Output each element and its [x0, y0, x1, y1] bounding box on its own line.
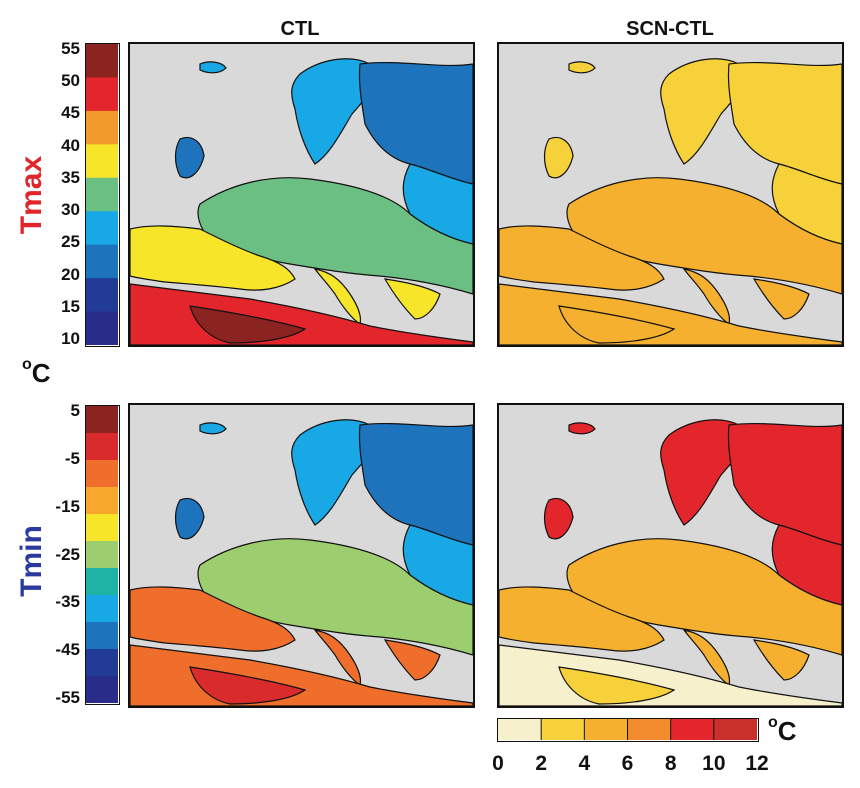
diff-tick-label: 8 [664, 752, 677, 775]
map-region [499, 586, 665, 652]
colorbar-swatch [86, 649, 118, 677]
colorbar-swatch [86, 110, 118, 145]
tmin-tick-label: -55 [55, 688, 80, 707]
map-region [189, 305, 307, 344]
colorbar-swatch [86, 676, 118, 704]
map-region [558, 305, 676, 344]
diff-colorbar-unit: oC [768, 714, 797, 746]
tmin-tick-label: -35 [55, 592, 80, 612]
colorbar-swatch [86, 541, 118, 569]
map-region [199, 422, 227, 435]
tmax-tick-label: 50 [61, 71, 80, 91]
map-region [558, 666, 676, 705]
diff-tick-label: 6 [621, 752, 634, 775]
map-scn-ctl-tmin [497, 403, 844, 708]
tmax-tick-label: 15 [61, 296, 80, 316]
colorbar-swatch [627, 719, 672, 740]
column-title-ctl: CTL [280, 18, 320, 40]
colorbar-swatch [86, 77, 118, 112]
colorbar-swatch [86, 568, 118, 596]
map-region [660, 419, 743, 526]
map-region [199, 61, 227, 74]
colorbar-swatch [86, 622, 118, 650]
map-region [291, 419, 374, 526]
colorbar-swatch [86, 177, 118, 212]
map-region [130, 586, 296, 652]
colorbar-swatch [541, 719, 585, 740]
tmin-colorbar [85, 405, 120, 705]
colorbar-swatch [86, 244, 118, 279]
colorbar-swatch [498, 719, 542, 740]
map-region [660, 58, 743, 165]
tmax-tick-label: 30 [61, 200, 80, 220]
colorbar-swatch [86, 144, 118, 179]
diff-tick-label: 2 [535, 752, 547, 775]
map-region [174, 136, 205, 179]
colorbar-swatch [86, 433, 118, 461]
map-ctl-tmax [128, 42, 475, 347]
map-region [174, 497, 205, 540]
tmax-tick-label: 55 [61, 39, 80, 58]
colorbar-swatch [86, 44, 118, 78]
colorbar-swatch [86, 406, 118, 434]
colorbar-swatch [86, 311, 118, 346]
colorbar-swatch [86, 211, 118, 246]
map-region [189, 666, 307, 705]
map-region [568, 61, 596, 74]
colorbar-swatch [584, 719, 628, 740]
diff-colorbar [497, 718, 759, 742]
map-region [383, 639, 441, 681]
map-region [130, 225, 296, 291]
tmax-tick-label: 45 [61, 103, 80, 123]
diff-tick-label: 12 [745, 752, 769, 775]
tmax-colorbar [85, 43, 120, 347]
diff-tick-label: 0 [492, 752, 504, 775]
diff-tick-label: 4 [578, 752, 591, 775]
map-region [752, 278, 810, 320]
map-region [543, 497, 574, 540]
colorbar-swatch [86, 595, 118, 623]
tmax-colorbar-swatches [86, 44, 118, 346]
tmax-tick-label: 10 [61, 329, 80, 348]
map-region [568, 422, 596, 435]
map-region [543, 136, 574, 179]
column-title-scn-ctl: SCN-CTL [626, 18, 714, 40]
colorbar-swatch [670, 719, 715, 740]
diff-colorbar-swatches [498, 719, 758, 740]
diff-tick-label: 10 [702, 752, 726, 775]
colorbar-swatch [86, 278, 118, 313]
tmin-colorbar-swatches [86, 406, 118, 704]
tmin-tick-label: -25 [55, 544, 80, 564]
colorbar-swatch [713, 719, 758, 740]
unit-label: oC [22, 356, 51, 388]
map-region [499, 225, 665, 291]
tmin-tick-label: -45 [55, 640, 80, 660]
map-region [383, 278, 441, 320]
tmax-tick-label: 25 [61, 232, 80, 252]
colorbar-swatch [86, 487, 118, 515]
tmin-tick-label: -15 [55, 496, 80, 516]
map-ctl-tmin [128, 403, 475, 708]
tmax-tick-label: 20 [61, 264, 80, 284]
tmax-tick-label: 40 [61, 135, 80, 155]
tmin-tick-label: 5 [70, 401, 80, 420]
tmax-tick-label: 35 [61, 167, 80, 187]
map-scn-ctl-tmax [497, 42, 844, 347]
colorbar-swatch [86, 514, 118, 542]
map-region [752, 639, 810, 681]
colorbar-swatch [86, 460, 118, 488]
tmin-tick-label: -5 [64, 448, 80, 468]
map-region [291, 58, 374, 165]
